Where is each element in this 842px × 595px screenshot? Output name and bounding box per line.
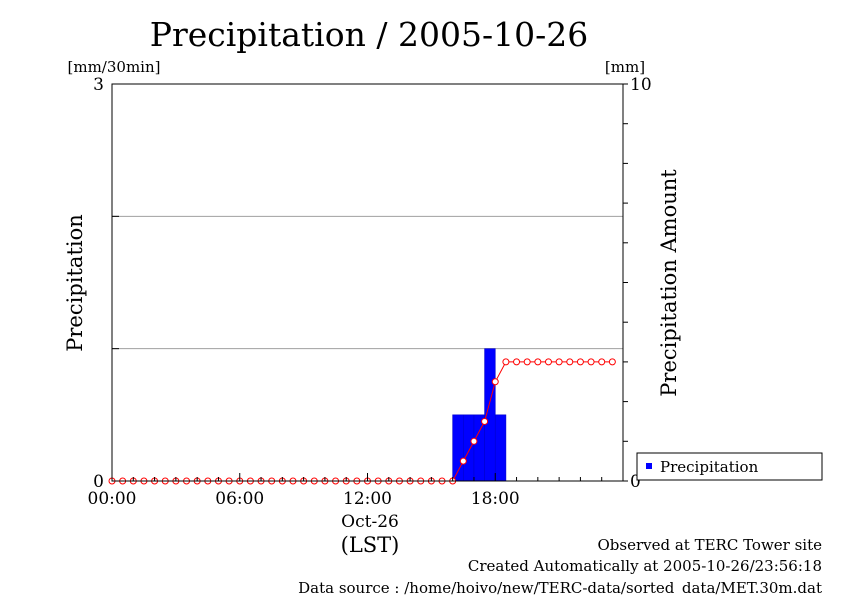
left-axis-ticks: 03 xyxy=(93,75,119,492)
amount-point xyxy=(491,378,499,386)
precipitation-bar xyxy=(463,414,475,482)
amount-point xyxy=(459,457,467,465)
chart-title: Precipitation / 2005-10-26 xyxy=(150,15,588,54)
amount-line-path xyxy=(112,361,613,482)
legend-swatch xyxy=(646,463,652,469)
amount-point xyxy=(523,358,531,366)
left-axis-unit: [mm/30min] xyxy=(68,58,161,76)
amount-point xyxy=(576,358,584,366)
legend: Precipitation xyxy=(636,452,823,481)
left-axis-label: Precipitation xyxy=(63,214,87,352)
x-zone-label: (LST) xyxy=(341,533,400,557)
amount-point xyxy=(566,358,574,366)
x-tick-label: 00:00 xyxy=(88,489,137,509)
legend-label: Precipitation xyxy=(660,458,759,476)
x-tick-label: 12:00 xyxy=(343,489,392,509)
left-tick-label: 0 xyxy=(93,472,104,492)
amount-point xyxy=(555,358,563,366)
footer-source: Data source : /home/hoivo/new/TERC-data/… xyxy=(298,579,822,595)
plot-frame xyxy=(111,83,624,482)
footer-created: Created Automatically at 2005-10-26/23:5… xyxy=(468,557,822,575)
right-axis-unit: [mm] xyxy=(605,58,645,76)
amount-point xyxy=(544,358,552,366)
amount-point xyxy=(534,358,542,366)
amount-point xyxy=(608,358,616,366)
amount-point xyxy=(470,437,478,445)
right-axis-ticks: 0 10 xyxy=(623,75,652,492)
x-tick-label: 18:00 xyxy=(471,489,520,509)
amount-point xyxy=(502,358,510,366)
x-axis-ticks: 00:00 06:00 12:00 18:00 xyxy=(88,473,624,509)
footer-site: Observed at TERC Tower site xyxy=(597,536,822,554)
right-tick-label: 0 xyxy=(630,472,641,492)
precipitation-amount-line xyxy=(108,358,616,485)
legend-box xyxy=(636,452,823,481)
amount-point xyxy=(513,358,521,366)
grid-lines xyxy=(112,215,623,350)
amount-point xyxy=(481,417,489,425)
amount-point xyxy=(598,358,606,366)
x-tick-label: 06:00 xyxy=(215,489,264,509)
x-date-label: Oct-26 xyxy=(341,512,399,532)
precipitation-bar xyxy=(494,414,507,482)
left-tick-label: 3 xyxy=(93,75,104,95)
amount-point xyxy=(587,358,595,366)
right-axis-label: Precipitation Amount xyxy=(657,169,681,397)
right-tick-label: 10 xyxy=(630,75,652,95)
